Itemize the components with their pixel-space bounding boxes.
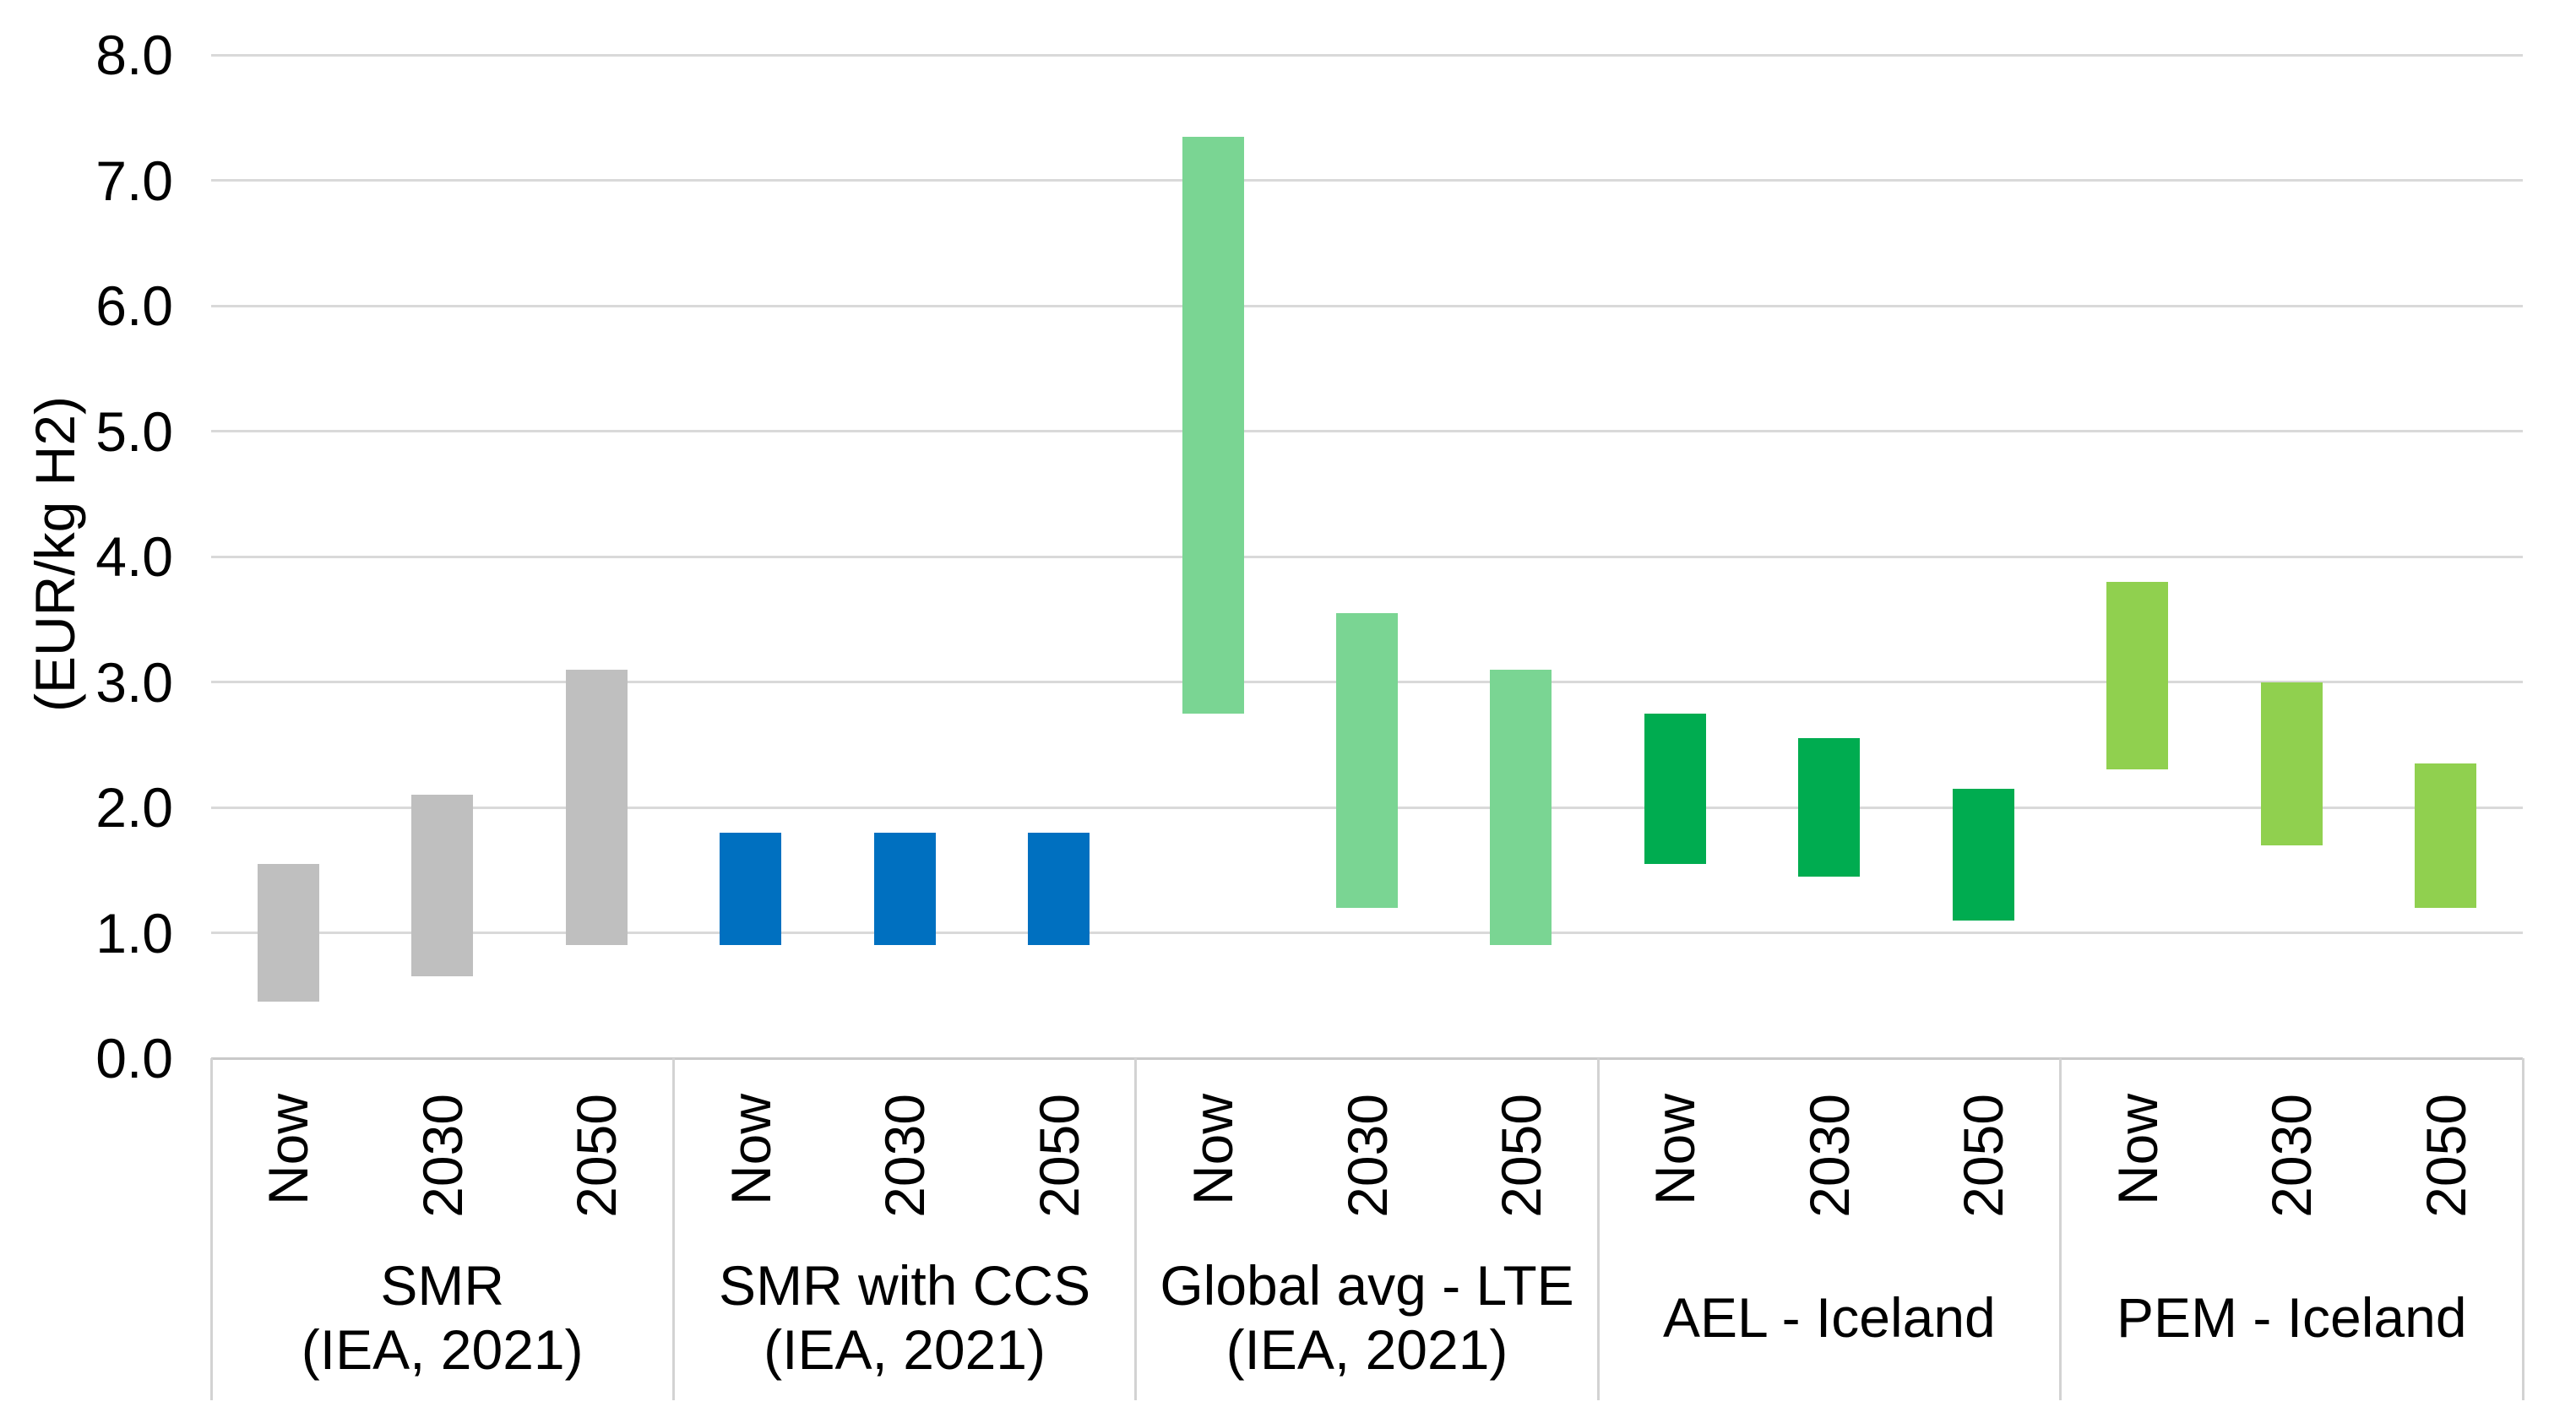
range-bar — [1490, 669, 1552, 946]
group-label-line: SMR with CCS — [719, 1254, 1091, 1317]
group-label: PEM - Iceland — [2061, 1285, 2523, 1350]
range-bar — [1952, 788, 2014, 921]
group-label-line: Global avg - LTE — [1160, 1254, 1574, 1317]
y-tick-label: 2.0 — [95, 776, 173, 839]
y-tick-label: 0.0 — [95, 1027, 173, 1089]
range-bar — [565, 669, 628, 946]
x-tick-label: 2050 — [1489, 1094, 1552, 1218]
gridline — [211, 430, 2523, 432]
x-tick-label: Now — [719, 1094, 782, 1206]
x-tick-label: 2050 — [1952, 1094, 2015, 1218]
y-tick-label: 7.0 — [95, 149, 173, 212]
range-bar — [411, 795, 474, 977]
group-separator — [1596, 1058, 1600, 1400]
range-bar — [1182, 136, 1244, 714]
y-tick-label: 3.0 — [95, 650, 173, 714]
group-separator — [1134, 1058, 1138, 1400]
group-label: AEL - Iceland — [1598, 1285, 2060, 1350]
x-tick-label: 2030 — [873, 1094, 937, 1218]
x-tick-label: 2030 — [1797, 1094, 1861, 1218]
group-label-line: PEM - Iceland — [2117, 1286, 2467, 1349]
gridline — [211, 179, 2523, 182]
range-bar — [2260, 682, 2323, 845]
gridline — [211, 555, 2523, 558]
y-tick-label: 8.0 — [95, 24, 173, 86]
group-label-line: AEL - Iceland — [1662, 1286, 1996, 1349]
y-tick-label: 4.0 — [95, 525, 173, 588]
y-tick-label: 1.0 — [95, 901, 173, 964]
range-bar — [720, 832, 782, 946]
range-bar — [1798, 738, 1861, 877]
x-tick-label: Now — [2106, 1094, 2169, 1206]
group-separator — [2059, 1058, 2062, 1400]
gridline — [211, 932, 2523, 934]
range-bar — [2106, 581, 2169, 770]
group-label-line: (IEA, 2021) — [764, 1318, 1046, 1381]
x-tick-label: Now — [1182, 1094, 1245, 1206]
group-separator — [209, 1058, 213, 1400]
range-bar — [873, 832, 936, 946]
y-tick-label: 6.0 — [95, 274, 173, 337]
gridline — [211, 304, 2523, 307]
x-tick-label: 2030 — [2260, 1094, 2323, 1218]
group-label: SMR with CCS (IEA, 2021) — [673, 1253, 1135, 1382]
x-tick-label: 2050 — [1027, 1094, 1090, 1218]
x-tick-label: Now — [257, 1094, 320, 1206]
x-tick-label: 2050 — [565, 1094, 628, 1218]
x-tick-label: 2030 — [410, 1094, 474, 1218]
group-label-line: (IEA, 2021) — [301, 1318, 584, 1381]
group-label: SMR (IEA, 2021) — [211, 1253, 673, 1382]
range-bar — [1644, 713, 1706, 864]
x-tick-label: 2050 — [2414, 1094, 2477, 1218]
range-bar — [1336, 612, 1398, 908]
range-bar — [1028, 832, 1090, 946]
group-label-line: SMR — [380, 1254, 505, 1317]
y-tick-label: 5.0 — [95, 399, 173, 463]
group-separator — [671, 1058, 675, 1400]
group-separator — [2521, 1058, 2524, 1400]
x-tick-label: 2030 — [1335, 1094, 1399, 1218]
gridline — [211, 53, 2523, 57]
x-axis-line — [211, 1057, 2523, 1060]
range-bar — [257, 863, 319, 1002]
group-label-line: (IEA, 2021) — [1226, 1318, 1508, 1381]
range-bar — [2415, 763, 2477, 908]
x-tick-label: Now — [1644, 1094, 1707, 1206]
group-label: Global avg - LTE (IEA, 2021) — [1136, 1253, 1598, 1382]
